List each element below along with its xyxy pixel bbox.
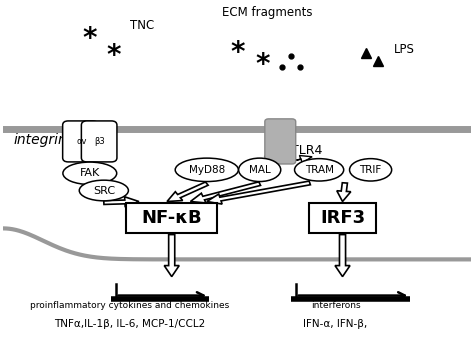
Text: IRF3: IRF3 bbox=[320, 209, 365, 227]
FancyBboxPatch shape bbox=[265, 119, 296, 164]
Text: NF-κB: NF-κB bbox=[141, 209, 202, 227]
Polygon shape bbox=[335, 234, 350, 276]
Text: IFN-α, IFN-β,: IFN-α, IFN-β, bbox=[303, 319, 368, 329]
Text: *: * bbox=[230, 39, 245, 67]
Polygon shape bbox=[167, 182, 208, 202]
Text: *: * bbox=[106, 42, 120, 70]
FancyBboxPatch shape bbox=[82, 121, 117, 162]
Bar bbox=[126, 203, 218, 233]
Polygon shape bbox=[264, 156, 277, 164]
Text: TNC: TNC bbox=[129, 19, 154, 32]
Text: LPS: LPS bbox=[394, 43, 415, 56]
Text: αv: αv bbox=[76, 137, 87, 146]
Text: proinflammatory cytokines and chemokines: proinflammatory cytokines and chemokines bbox=[30, 301, 229, 310]
Ellipse shape bbox=[79, 180, 128, 201]
Text: FAK: FAK bbox=[80, 168, 100, 178]
Polygon shape bbox=[207, 181, 310, 204]
Text: *: * bbox=[255, 51, 270, 79]
Ellipse shape bbox=[63, 162, 117, 184]
Ellipse shape bbox=[294, 159, 344, 181]
Ellipse shape bbox=[175, 158, 238, 182]
Polygon shape bbox=[164, 234, 179, 276]
Text: TRIF: TRIF bbox=[359, 165, 382, 175]
Text: *: * bbox=[82, 25, 97, 53]
FancyBboxPatch shape bbox=[63, 121, 98, 162]
Polygon shape bbox=[337, 183, 351, 202]
Text: TLR4: TLR4 bbox=[291, 145, 322, 158]
Polygon shape bbox=[104, 197, 139, 207]
Bar bbox=[309, 203, 376, 233]
Text: β3: β3 bbox=[95, 137, 106, 146]
Text: SRC: SRC bbox=[93, 186, 115, 196]
Text: interferons: interferons bbox=[310, 301, 360, 310]
Text: MAL: MAL bbox=[249, 165, 271, 175]
Ellipse shape bbox=[238, 158, 281, 182]
Ellipse shape bbox=[349, 159, 392, 181]
Text: integrin: integrin bbox=[14, 133, 67, 147]
Text: TNFα,IL-1β, IL-6, MCP-1/CCL2: TNFα,IL-1β, IL-6, MCP-1/CCL2 bbox=[54, 319, 205, 329]
Polygon shape bbox=[84, 152, 96, 161]
Polygon shape bbox=[191, 182, 261, 203]
Text: ECM fragments: ECM fragments bbox=[222, 6, 313, 19]
Text: MyD88: MyD88 bbox=[189, 165, 225, 175]
Text: TRAM: TRAM bbox=[305, 165, 334, 175]
Polygon shape bbox=[286, 155, 312, 163]
